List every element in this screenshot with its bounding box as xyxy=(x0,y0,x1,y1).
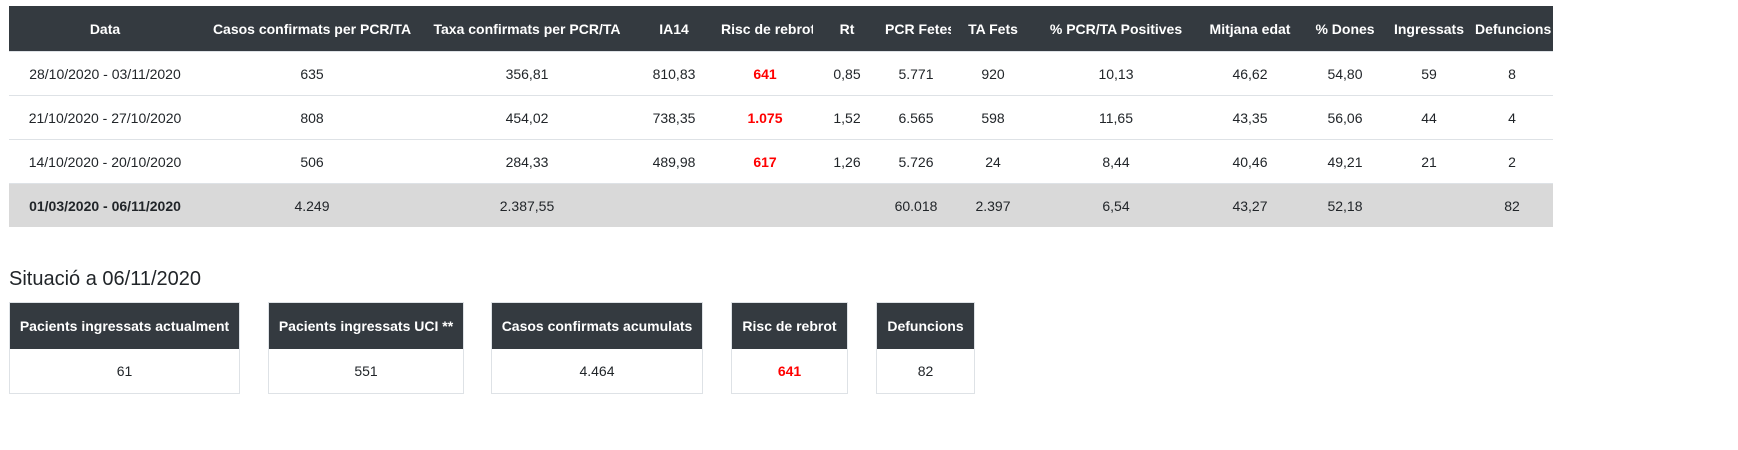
cell-pcr: 5.771 xyxy=(881,51,951,96)
cell-defuncions: 8 xyxy=(1471,51,1553,96)
card-casos-acumulats: Casos confirmats acumulats 4.464 xyxy=(491,302,703,394)
cell-positives: 10,13 xyxy=(1035,51,1197,96)
cell-ingressats: 44 xyxy=(1387,95,1471,140)
total-pcr: 60.018 xyxy=(881,183,951,227)
cell-edat: 46,62 xyxy=(1197,51,1303,96)
cell-dones: 54,80 xyxy=(1303,51,1387,96)
cell-edat: 43,35 xyxy=(1197,95,1303,140)
cell-ingressats: 59 xyxy=(1387,51,1471,96)
cell-casos: 808 xyxy=(201,95,423,140)
cell-taxa: 284,33 xyxy=(423,139,631,184)
cell-date: 14/10/2020 - 20/10/2020 xyxy=(9,139,201,184)
cell-casos: 506 xyxy=(201,139,423,184)
table-body: 28/10/2020 - 03/11/2020 635 356,81 810,8… xyxy=(9,51,1553,227)
cell-ingressats: 21 xyxy=(1387,139,1471,184)
cell-ta: 598 xyxy=(951,95,1035,140)
card-label: Risc de rebrot xyxy=(732,303,847,349)
column-header-ia14[interactable]: IA14 xyxy=(631,6,717,52)
cell-positives: 11,65 xyxy=(1035,95,1197,140)
cell-risc: 1.075 xyxy=(717,95,813,140)
cell-taxa: 454,02 xyxy=(423,95,631,140)
total-casos: 4.249 xyxy=(201,183,423,227)
cell-pcr: 5.726 xyxy=(881,139,951,184)
table-total-row: 01/03/2020 - 06/11/2020 4.249 2.387,55 6… xyxy=(9,183,1553,227)
cell-dones: 56,06 xyxy=(1303,95,1387,140)
table-row: 14/10/2020 - 20/10/2020 506 284,33 489,9… xyxy=(9,139,1553,184)
cell-positives: 8,44 xyxy=(1035,139,1197,184)
table-header-row: Data Casos confirmats per PCR/TA Taxa co… xyxy=(9,6,1553,52)
column-header-mitjana-edat[interactable]: Mitjana edat xyxy=(1197,6,1303,52)
total-risc xyxy=(717,183,813,227)
cell-defuncions: 4 xyxy=(1471,95,1553,140)
cell-taxa: 356,81 xyxy=(423,51,631,96)
cell-date: 28/10/2020 - 03/11/2020 xyxy=(9,51,201,96)
column-header-ta-fets[interactable]: TA Fets xyxy=(951,6,1035,52)
total-dones: 52,18 xyxy=(1303,183,1387,227)
cell-dones: 49,21 xyxy=(1303,139,1387,184)
card-value: 641 xyxy=(777,363,802,379)
cell-ta: 920 xyxy=(951,51,1035,96)
cell-ia14: 489,98 xyxy=(631,139,717,184)
weekly-data-table-wrapper: Data Casos confirmats per PCR/TA Taxa co… xyxy=(9,6,1553,227)
table-row: 28/10/2020 - 03/11/2020 635 356,81 810,8… xyxy=(9,51,1553,96)
cell-rt: 1,52 xyxy=(813,95,881,140)
cell-rt: 0,85 xyxy=(813,51,881,96)
total-date: 01/03/2020 - 06/11/2020 xyxy=(9,183,201,227)
card-value: 61 xyxy=(116,363,133,379)
cell-defuncions: 2 xyxy=(1471,139,1553,184)
column-header-risc-rebrot[interactable]: Risc de rebrot xyxy=(717,6,813,52)
total-defuncions: 82 xyxy=(1471,183,1553,227)
total-positives: 6,54 xyxy=(1035,183,1197,227)
total-ia14 xyxy=(631,183,717,227)
cell-date: 21/10/2020 - 27/10/2020 xyxy=(9,95,201,140)
card-defuncions: Defuncions 82 xyxy=(876,302,975,394)
total-edat: 43,27 xyxy=(1197,183,1303,227)
card-risc-rebrot: Risc de rebrot 641 xyxy=(731,302,848,394)
cell-edat: 40,46 xyxy=(1197,139,1303,184)
card-label: Pacients ingressats UCI ** xyxy=(269,303,463,349)
column-header-defuncions[interactable]: Defuncions xyxy=(1471,6,1553,52)
column-header-pct-positives[interactable]: % PCR/TA Positives xyxy=(1035,6,1197,52)
cell-rt: 1,26 xyxy=(813,139,881,184)
card-pacients-ingressats: Pacients ingressats actualment 61 xyxy=(9,302,240,394)
cell-risc: 617 xyxy=(717,139,813,184)
card-value: 4.464 xyxy=(579,363,615,379)
column-header-casos-confirmats[interactable]: Casos confirmats per PCR/TA xyxy=(201,6,423,52)
column-header-ingressats[interactable]: Ingressats xyxy=(1387,6,1471,52)
total-ta: 2.397 xyxy=(951,183,1035,227)
column-header-data[interactable]: Data xyxy=(9,6,201,52)
table-header: Data Casos confirmats per PCR/TA Taxa co… xyxy=(9,6,1553,52)
card-pacients-uci: Pacients ingressats UCI ** 551 xyxy=(268,302,464,394)
cell-ia14: 810,83 xyxy=(631,51,717,96)
cell-ta: 24 xyxy=(951,139,1035,184)
total-ingressats xyxy=(1387,183,1471,227)
total-taxa: 2.387,55 xyxy=(423,183,631,227)
card-label: Defuncions xyxy=(877,303,974,349)
column-header-pct-dones[interactable]: % Dones xyxy=(1303,6,1387,52)
card-value: 82 xyxy=(917,363,934,379)
cell-ia14: 738,35 xyxy=(631,95,717,140)
column-header-pcr-fetes[interactable]: PCR Fetes xyxy=(881,6,951,52)
total-rt xyxy=(813,183,881,227)
column-header-rt[interactable]: Rt xyxy=(813,6,881,52)
card-label: Casos confirmats acumulats xyxy=(492,303,702,349)
table-row: 21/10/2020 - 27/10/2020 808 454,02 738,3… xyxy=(9,95,1553,140)
column-header-taxa-confirmats[interactable]: Taxa confirmats per PCR/TA xyxy=(423,6,631,52)
cell-casos: 635 xyxy=(201,51,423,96)
card-value: 551 xyxy=(354,363,378,379)
situacio-title: Situació a 06/11/2020 xyxy=(9,268,202,290)
cell-risc: 641 xyxy=(717,51,813,96)
weekly-data-table: Data Casos confirmats per PCR/TA Taxa co… xyxy=(9,6,1553,227)
cell-pcr: 6.565 xyxy=(881,95,951,140)
card-label: Pacients ingressats actualment xyxy=(10,303,239,349)
